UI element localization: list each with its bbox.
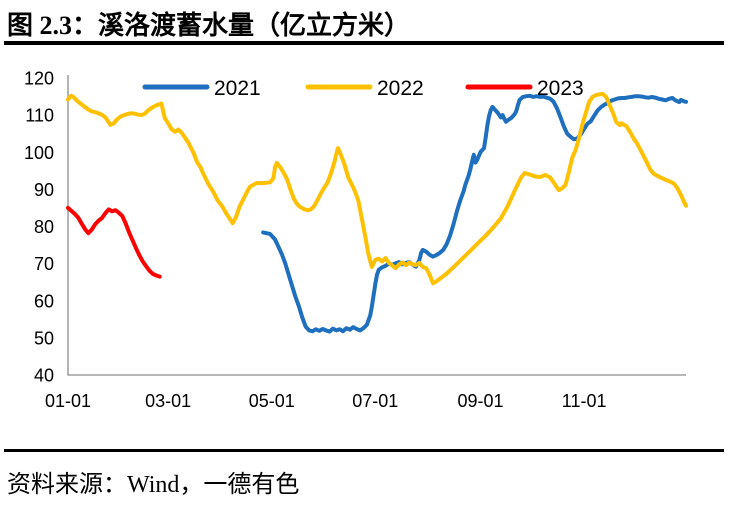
y-tick-label: 60 <box>34 291 54 311</box>
y-tick-label: 100 <box>24 143 54 163</box>
x-tick-label: 01-01 <box>45 391 91 411</box>
axis-lines <box>67 75 686 376</box>
x-tick-label: 09-01 <box>458 391 504 411</box>
x-tick-label: 03-01 <box>145 391 191 411</box>
x-tick-label: 07-01 <box>352 391 398 411</box>
legend-label-2021: 2021 <box>214 77 261 100</box>
series-line-2022 <box>66 92 688 286</box>
x-tick-label: 05-01 <box>249 391 295 411</box>
y-tick-label: 50 <box>34 328 54 348</box>
y-tick-label: 80 <box>34 217 54 237</box>
legend-label-2022: 2022 <box>377 77 424 100</box>
source-note: 资料来源：Wind，一德有色 <box>7 472 300 498</box>
y-tick-label: 70 <box>34 254 54 274</box>
y-tick-label: 90 <box>34 180 54 200</box>
y-tick-label: 40 <box>34 366 54 386</box>
legend-label-2023: 2023 <box>537 77 584 100</box>
series-line-2023 <box>66 205 162 279</box>
footer-rule <box>4 449 724 452</box>
y-tick-label: 120 <box>24 69 54 89</box>
y-tick-label: 110 <box>25 106 54 126</box>
x-tick-label: 11-01 <box>562 391 607 411</box>
title-underline-rule <box>4 41 724 45</box>
figure-title: 图 2.3：溪洛渡蓄水量（亿立方米） <box>7 11 411 40</box>
series-line-2021 <box>261 93 688 334</box>
